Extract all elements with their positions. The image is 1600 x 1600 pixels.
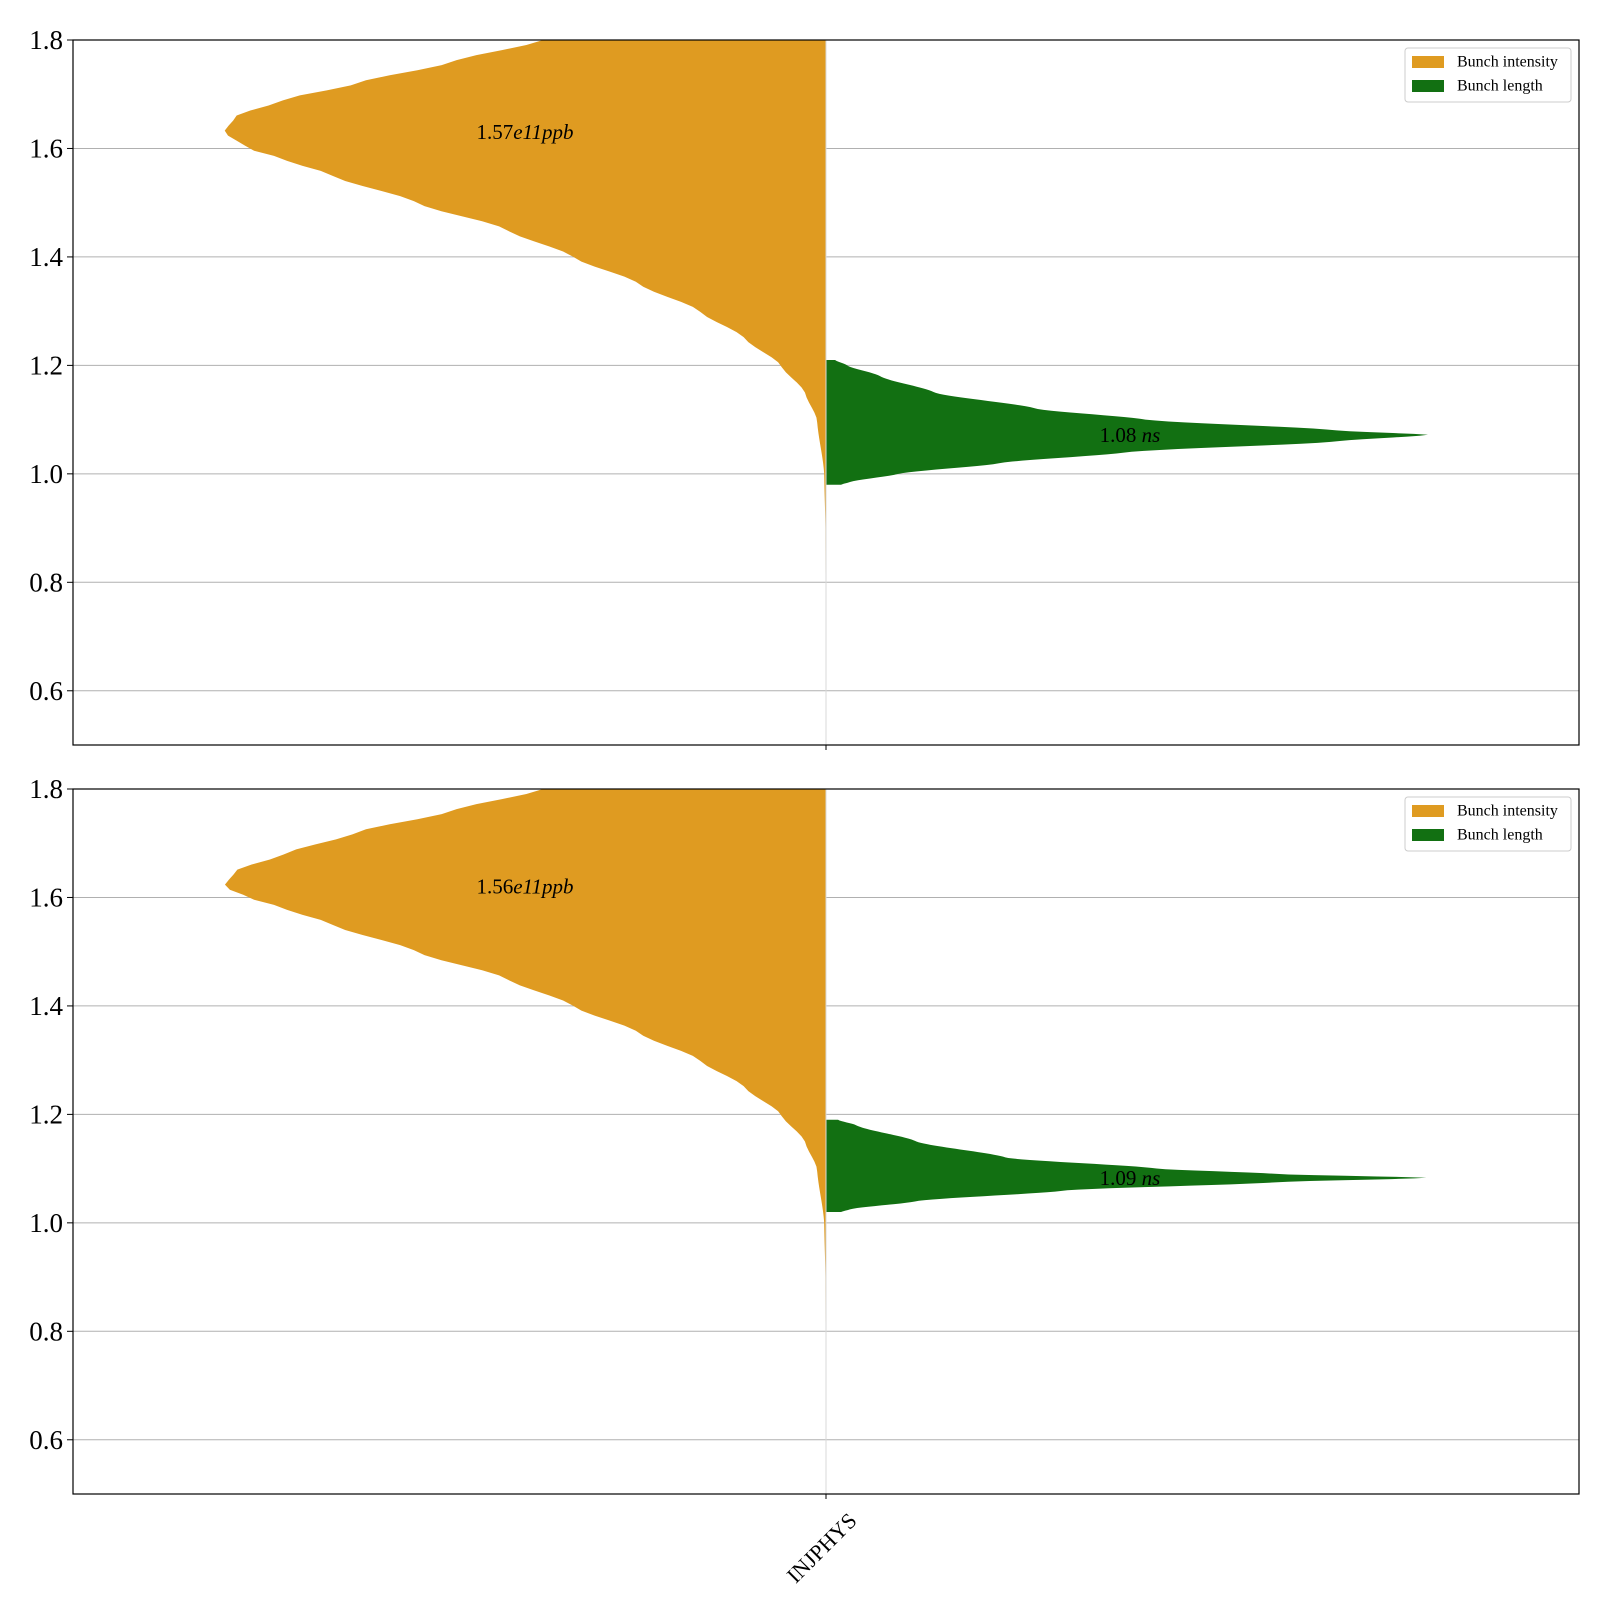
y-tick-label: 0.6 [29, 1425, 63, 1455]
y-tick-label: 1.4 [29, 991, 63, 1021]
y-tick-label: 1.0 [29, 459, 63, 489]
y-tick-label: 1.8 [29, 25, 63, 55]
violin-group [224, 40, 1428, 745]
y-tick-label: 0.8 [29, 1316, 63, 1346]
legend-swatch-bunch-length [1412, 80, 1444, 92]
legend-swatch-bunch-intensity [1412, 805, 1444, 817]
legend-label: Bunch intensity [1457, 803, 1558, 820]
violin-group [224, 789, 1427, 1494]
bunch-intensity-annotation: 1.56e11ppb [476, 875, 573, 899]
y-tick-label: 0.6 [29, 676, 63, 706]
y-tick-label: 1.8 [29, 774, 63, 804]
legend-swatch-bunch-intensity [1412, 56, 1444, 68]
y-tick-label: 1.0 [29, 1208, 63, 1238]
legend: Bunch intensity Bunch length [1404, 796, 1572, 852]
bunch-length-violin [826, 359, 1428, 485]
bunch-length-annotation: 1.09 ns [1100, 1166, 1161, 1190]
legend-box [1404, 47, 1572, 103]
chart-panel-top: 0.6 0.8 1.0 1.2 1.4 1.6 1.8 1.57e11ppb 1.08 ns Bu… [29, 25, 1580, 750]
legend: Bunch intensity Bunch length [1404, 47, 1572, 103]
legend-label: Bunch length [1457, 78, 1543, 95]
y-tick-label: 1.2 [29, 350, 63, 380]
legend-box [1404, 796, 1572, 852]
bunch-length-violin [826, 1119, 1427, 1212]
y-tick-label: 1.6 [29, 133, 63, 163]
y-tick-label: 1.6 [29, 882, 63, 912]
x-tick-label: INJPHYS [782, 1508, 862, 1588]
bunch-intensity-violin [224, 40, 827, 745]
legend-swatch-bunch-length [1412, 829, 1444, 841]
y-tick-label: 1.4 [29, 242, 63, 272]
bunch-intensity-annotation: 1.57e11ppb [476, 120, 573, 144]
bunch-length-annotation: 1.08 ns [1100, 423, 1161, 447]
y-tick-label: 1.2 [29, 1099, 63, 1129]
chart-panel-bottom: 0.6 0.8 1.0 1.2 1.4 1.6 1.8 1.56e11ppb 1.09 ns IN… [29, 774, 1580, 1588]
bunch-intensity-violin [224, 789, 826, 1494]
y-tick-label: 0.8 [29, 567, 63, 597]
legend-label: Bunch length [1457, 827, 1543, 844]
legend-label: Bunch intensity [1457, 54, 1558, 71]
